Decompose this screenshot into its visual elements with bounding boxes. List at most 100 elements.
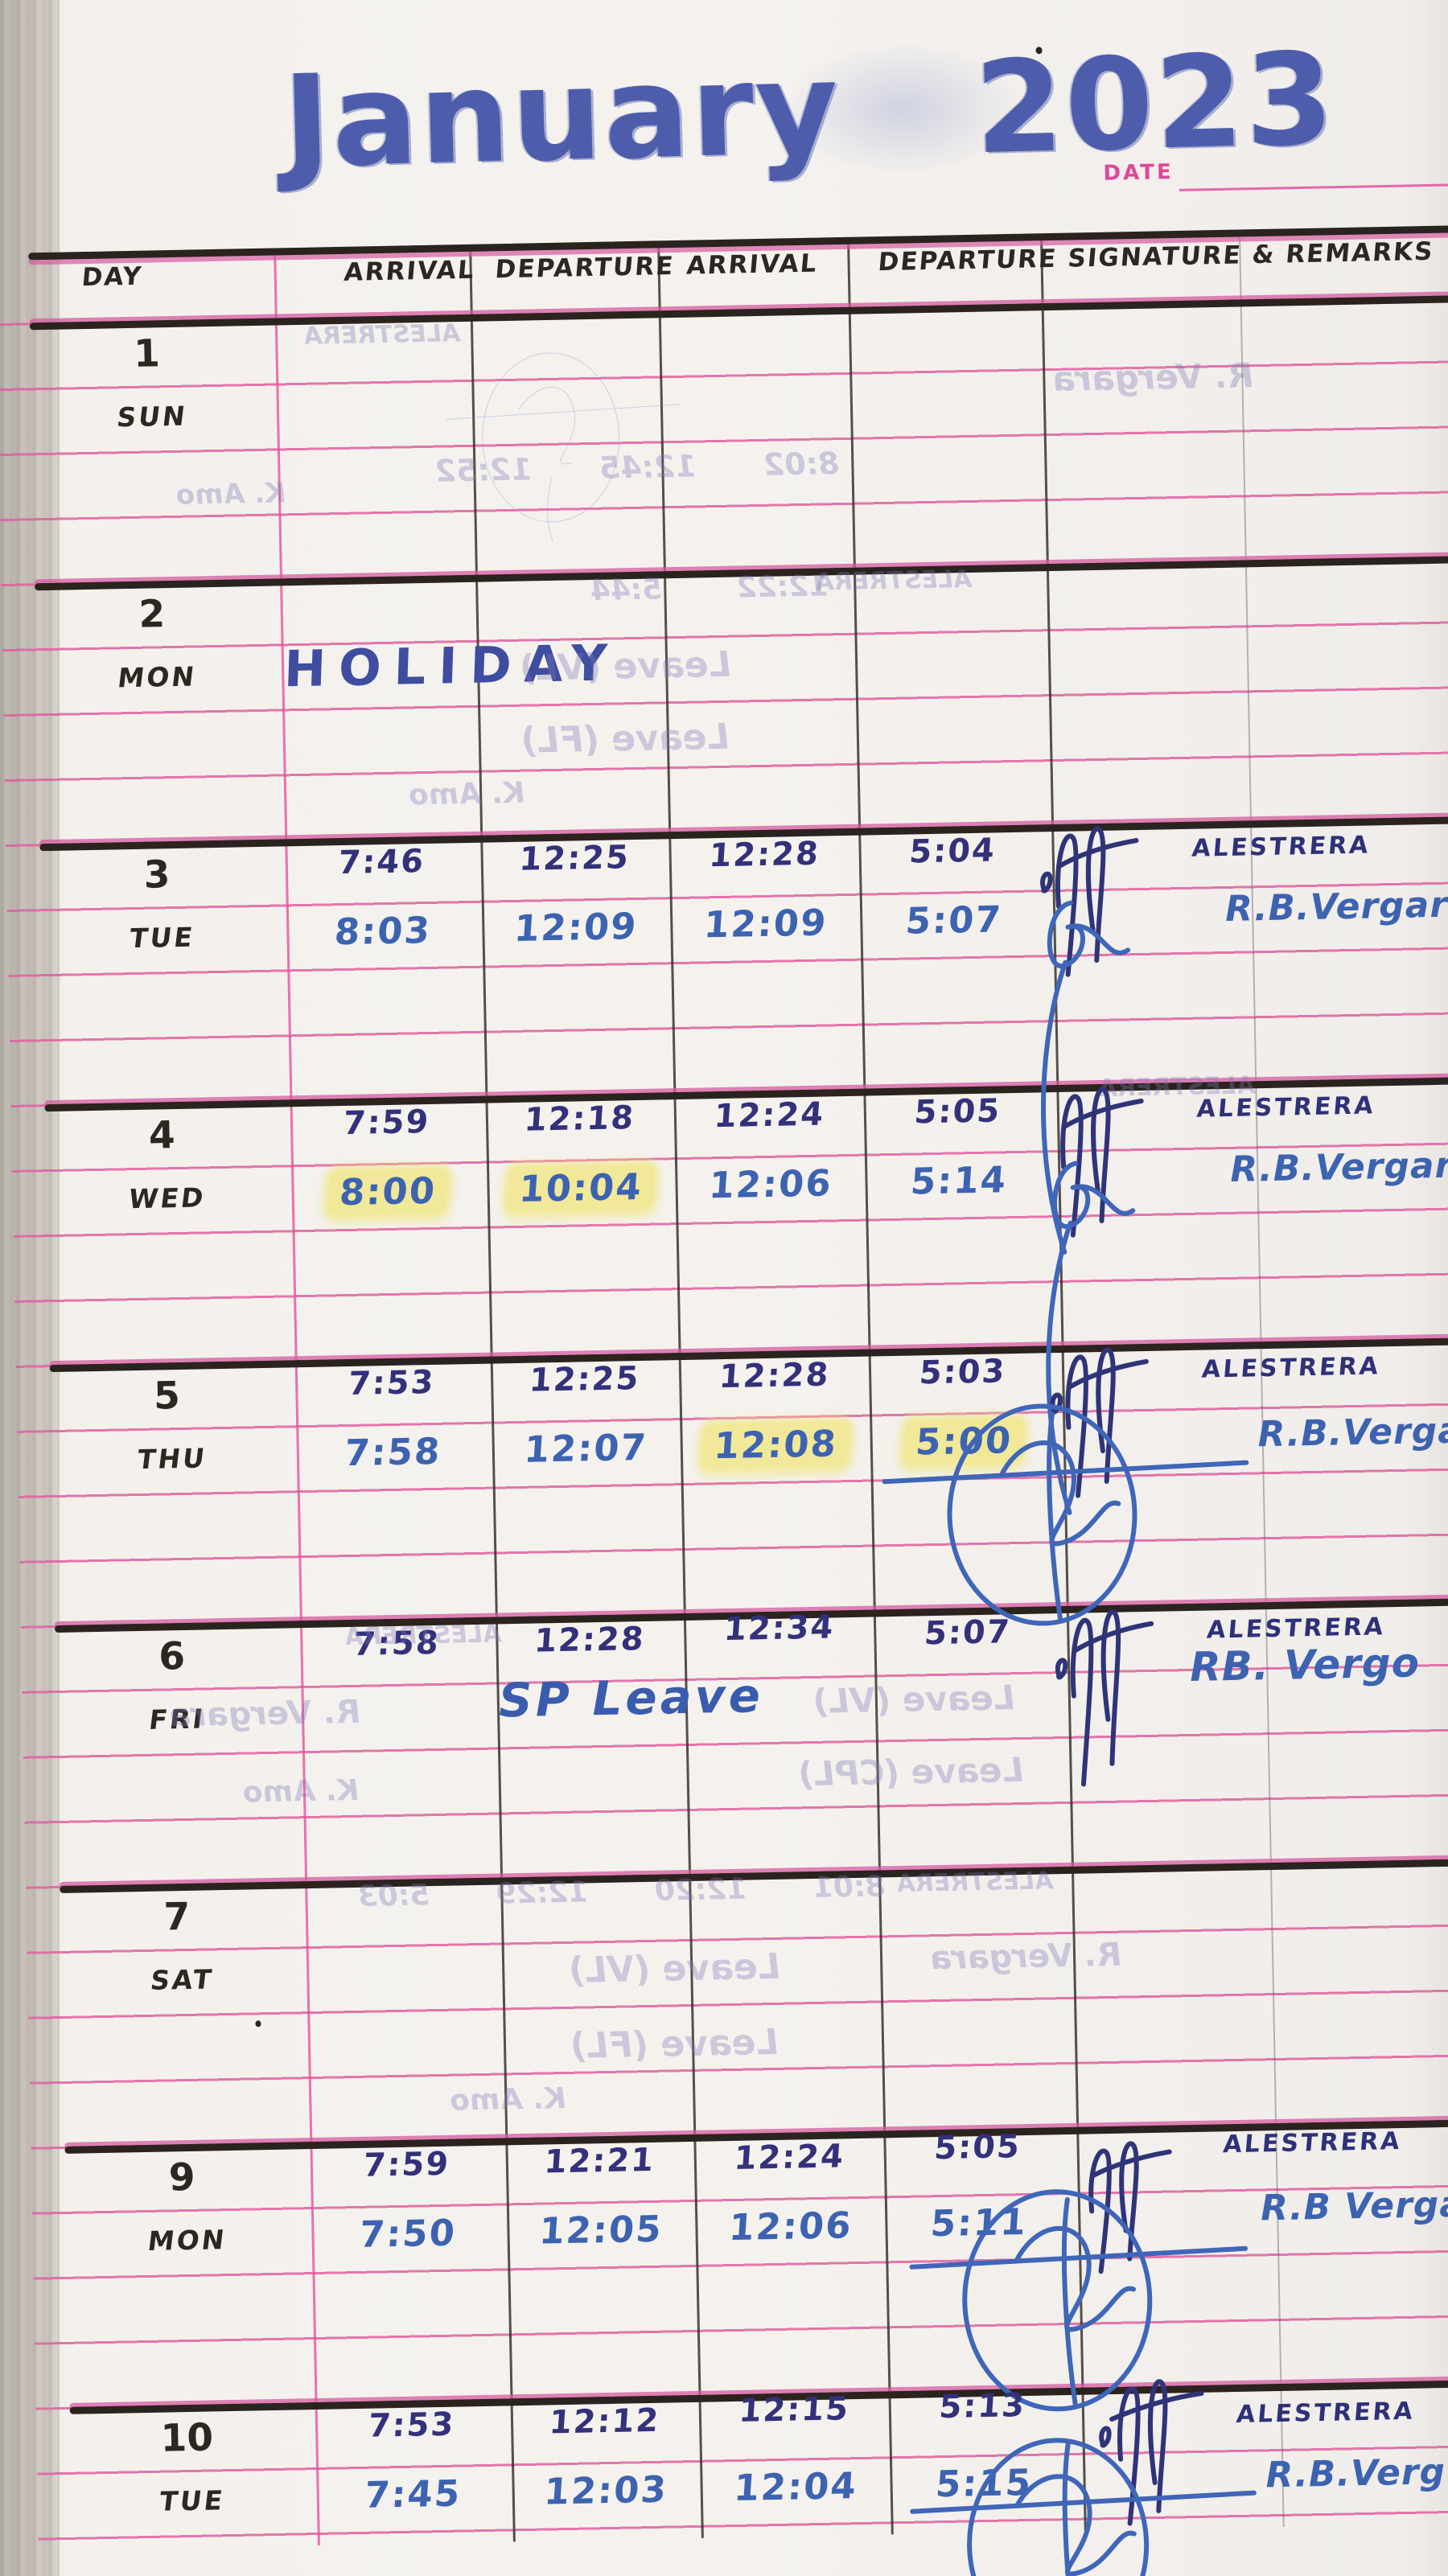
departure-pm-entry: 5:04 [907, 832, 998, 871]
day-row-9: 9 MON 7:59 12:21 12:24 5:05 ALESTRERA 7:… [16, 2120, 1448, 2412]
highlight-mark: 8:00 [327, 1168, 449, 1215]
arrival-noon-entry: 12:24 [713, 1095, 826, 1136]
header-arrival-am: ARRIVAL [343, 255, 477, 287]
arrival-noon-entry: 12:09 [702, 901, 829, 947]
bleed-through-text: R. Vergara [167, 1693, 362, 1735]
signature-flourish [1050, 1347, 1149, 1498]
arrival-noon-entry: 12:34 [722, 1608, 836, 1649]
remark-name: ALESTRERA [1200, 1352, 1382, 1384]
weekday-label: SAT [148, 1963, 216, 1996]
arrival-am-entry: 7:53 [347, 1363, 437, 1403]
bleed-through-text: Leave (VL) [810, 1678, 1017, 1722]
departure-pm-entry: 5:14 [909, 1158, 1009, 1203]
signature-flourish [1060, 1087, 1144, 1238]
day-number: 7 [163, 1894, 191, 1940]
arrival-noon-entry: 12:15 [738, 2390, 851, 2430]
bleed-through-text: Leave (VL) [517, 643, 734, 689]
departure-noon-entry: 12:12 [548, 2401, 661, 2442]
bleed-through-text: K. Amo [175, 477, 287, 512]
arrival-noon-entry: 12:28 [707, 835, 821, 875]
header-signature-remarks: SIGNATURE & REMARKS [1066, 236, 1435, 273]
day-number: 5 [153, 1374, 181, 1419]
departure-pm-entry: 5:07 [923, 1613, 1013, 1653]
signature-circled [909, 2189, 1248, 2412]
arrival-am-entry: 8:00 [296, 1168, 480, 1215]
departure-noon-entry: 12:28 [533, 1620, 647, 1660]
departure-noon-entry: 12:03 [542, 2467, 669, 2513]
bleed-through-text: ALESTRERA [895, 1867, 1055, 1899]
day-number: 10 [160, 2415, 214, 2461]
header-departure-noon: DEPARTURE [494, 251, 676, 285]
arrival-am-entry: 7:45 [363, 2471, 463, 2516]
day-row-6: 6 FRI 7:58 12:28 12:34 5:07 ALESTRERA SP… [6, 1599, 1448, 1887]
day-number: 4 [148, 1113, 176, 1158]
date-blank-line [1179, 183, 1448, 191]
weekday-label: WED [126, 1181, 208, 1215]
signature-circled [910, 2438, 1257, 2576]
weekday-label: THU [135, 1442, 209, 1476]
departure-noon-entry: 12:25 [528, 1359, 641, 1399]
day-number: 6 [158, 1633, 186, 1679]
bleed-through-text: ALESTRERA [813, 565, 973, 597]
bleed-through-text: ALESTRERA [343, 1620, 503, 1652]
day-row-3: 3 TUE 7:46 12:25 12:28 5:04 ALESTRERA 8:… [0, 817, 1448, 1255]
day-row-4: 4 WED 7:59 12:18 12:24 5:05 ALESTRERA 8:… [0, 1071, 1448, 1515]
signature-flourish [1088, 2141, 1172, 2274]
departure-noon-entry: 10:04 [489, 1164, 673, 1212]
highlight-mark: 10:04 [506, 1164, 656, 1212]
bleed-through-text: 12:22 5:44 [588, 569, 830, 608]
weekday-label: TUE [158, 2484, 227, 2517]
bleed-through-text: Leave (CPL) [796, 1749, 1026, 1794]
day-number: 9 [168, 2155, 196, 2200]
day-row-5: 5 THU 7:53 12:25 12:28 5:03 ALESTRERA 7:… [2, 1338, 1448, 1626]
weekday-label: SUN [115, 400, 190, 433]
day-row-7: 7 SAT 8:01 12:20 12:29 5:03 ALESTRERA Le… [11, 1859, 1448, 2147]
remark-signature-name: R.B.Vergara [1224, 884, 1448, 930]
header-departure-pm: DEPARTURE [877, 244, 1059, 277]
arrival-am-entry: 7:59 [342, 1103, 431, 1143]
remark-signature-name: R.B.Verg [1265, 2451, 1446, 2496]
remark-name: ALESTRERA [1222, 2126, 1403, 2159]
departure-pm-entry: 5:05 [932, 2128, 1022, 2167]
departure-pm-entry: 5:05 [913, 1092, 1002, 1132]
weekday-label: MON [116, 660, 199, 694]
signature-flourish [1099, 2379, 1204, 2526]
departure-noon-entry: 12:18 [523, 1099, 636, 1139]
arrival-am-entry: 7:50 [358, 2211, 458, 2256]
departure-noon-entry: 12:05 [537, 2207, 664, 2253]
signature-flourish [1040, 826, 1139, 977]
bleed-through-text: K. Amo [407, 776, 527, 812]
arrival-noon-entry: 12:06 [727, 2204, 854, 2249]
day-row-1: 1 SUN ALESTRERA R. Vergara 8:02 12:45 12… [0, 296, 1434, 584]
ink-speck [1035, 47, 1043, 55]
bleed-through-text: K. Amo [448, 2081, 568, 2118]
remark-name: ALESTRERA [1191, 831, 1372, 863]
bleed-through-text: Leave (FL) [567, 2021, 780, 2067]
arrival-am-entry: 8:03 [333, 908, 433, 954]
remark-signature-name: R.B.Vergara [1229, 1144, 1448, 1190]
day-number: 2 [138, 592, 166, 637]
arrival-am-entry: 7:59 [362, 2145, 451, 2184]
departure-noon-entry: 12:07 [522, 1425, 649, 1471]
time-value: 8:00 [338, 1169, 438, 1214]
bleed-through-text: R. Vergara [1051, 355, 1256, 399]
header-arrival-noon: ARRIVAL [685, 249, 820, 281]
page-title-month: January [281, 34, 842, 197]
date-label: DATE [1103, 160, 1174, 186]
arrival-am-entry: 7:58 [343, 1429, 443, 1475]
day-number: 1 [133, 331, 161, 376]
time-value: 10:04 [517, 1165, 644, 1210]
departure-pm-entry: 5:07 [904, 898, 1004, 943]
arrival-noon-entry: 12:24 [733, 2138, 846, 2177]
day-row-2: 2 MON HOLIDAY ALESTRERA 12:22 5:44 Leave… [0, 557, 1439, 844]
remark-signature-name: RB. Vergo [1189, 1639, 1421, 1691]
day-row-10: 10 TUE 7:53 12:12 12:15 5:13 ALESTRERA 7… [22, 2379, 1448, 2576]
arrival-noon-entry: 12:06 [707, 1161, 834, 1207]
departure-noon-entry: 12:21 [543, 2141, 656, 2181]
arrival-am-entry: 7:46 [336, 843, 426, 882]
highlight-mark: 12:08 [701, 1421, 850, 1469]
arrival-noon-entry: 12:28 [718, 1356, 831, 1396]
bleed-through-text: Leave (FL) [518, 716, 731, 762]
weekday-label: MON [146, 2224, 228, 2258]
